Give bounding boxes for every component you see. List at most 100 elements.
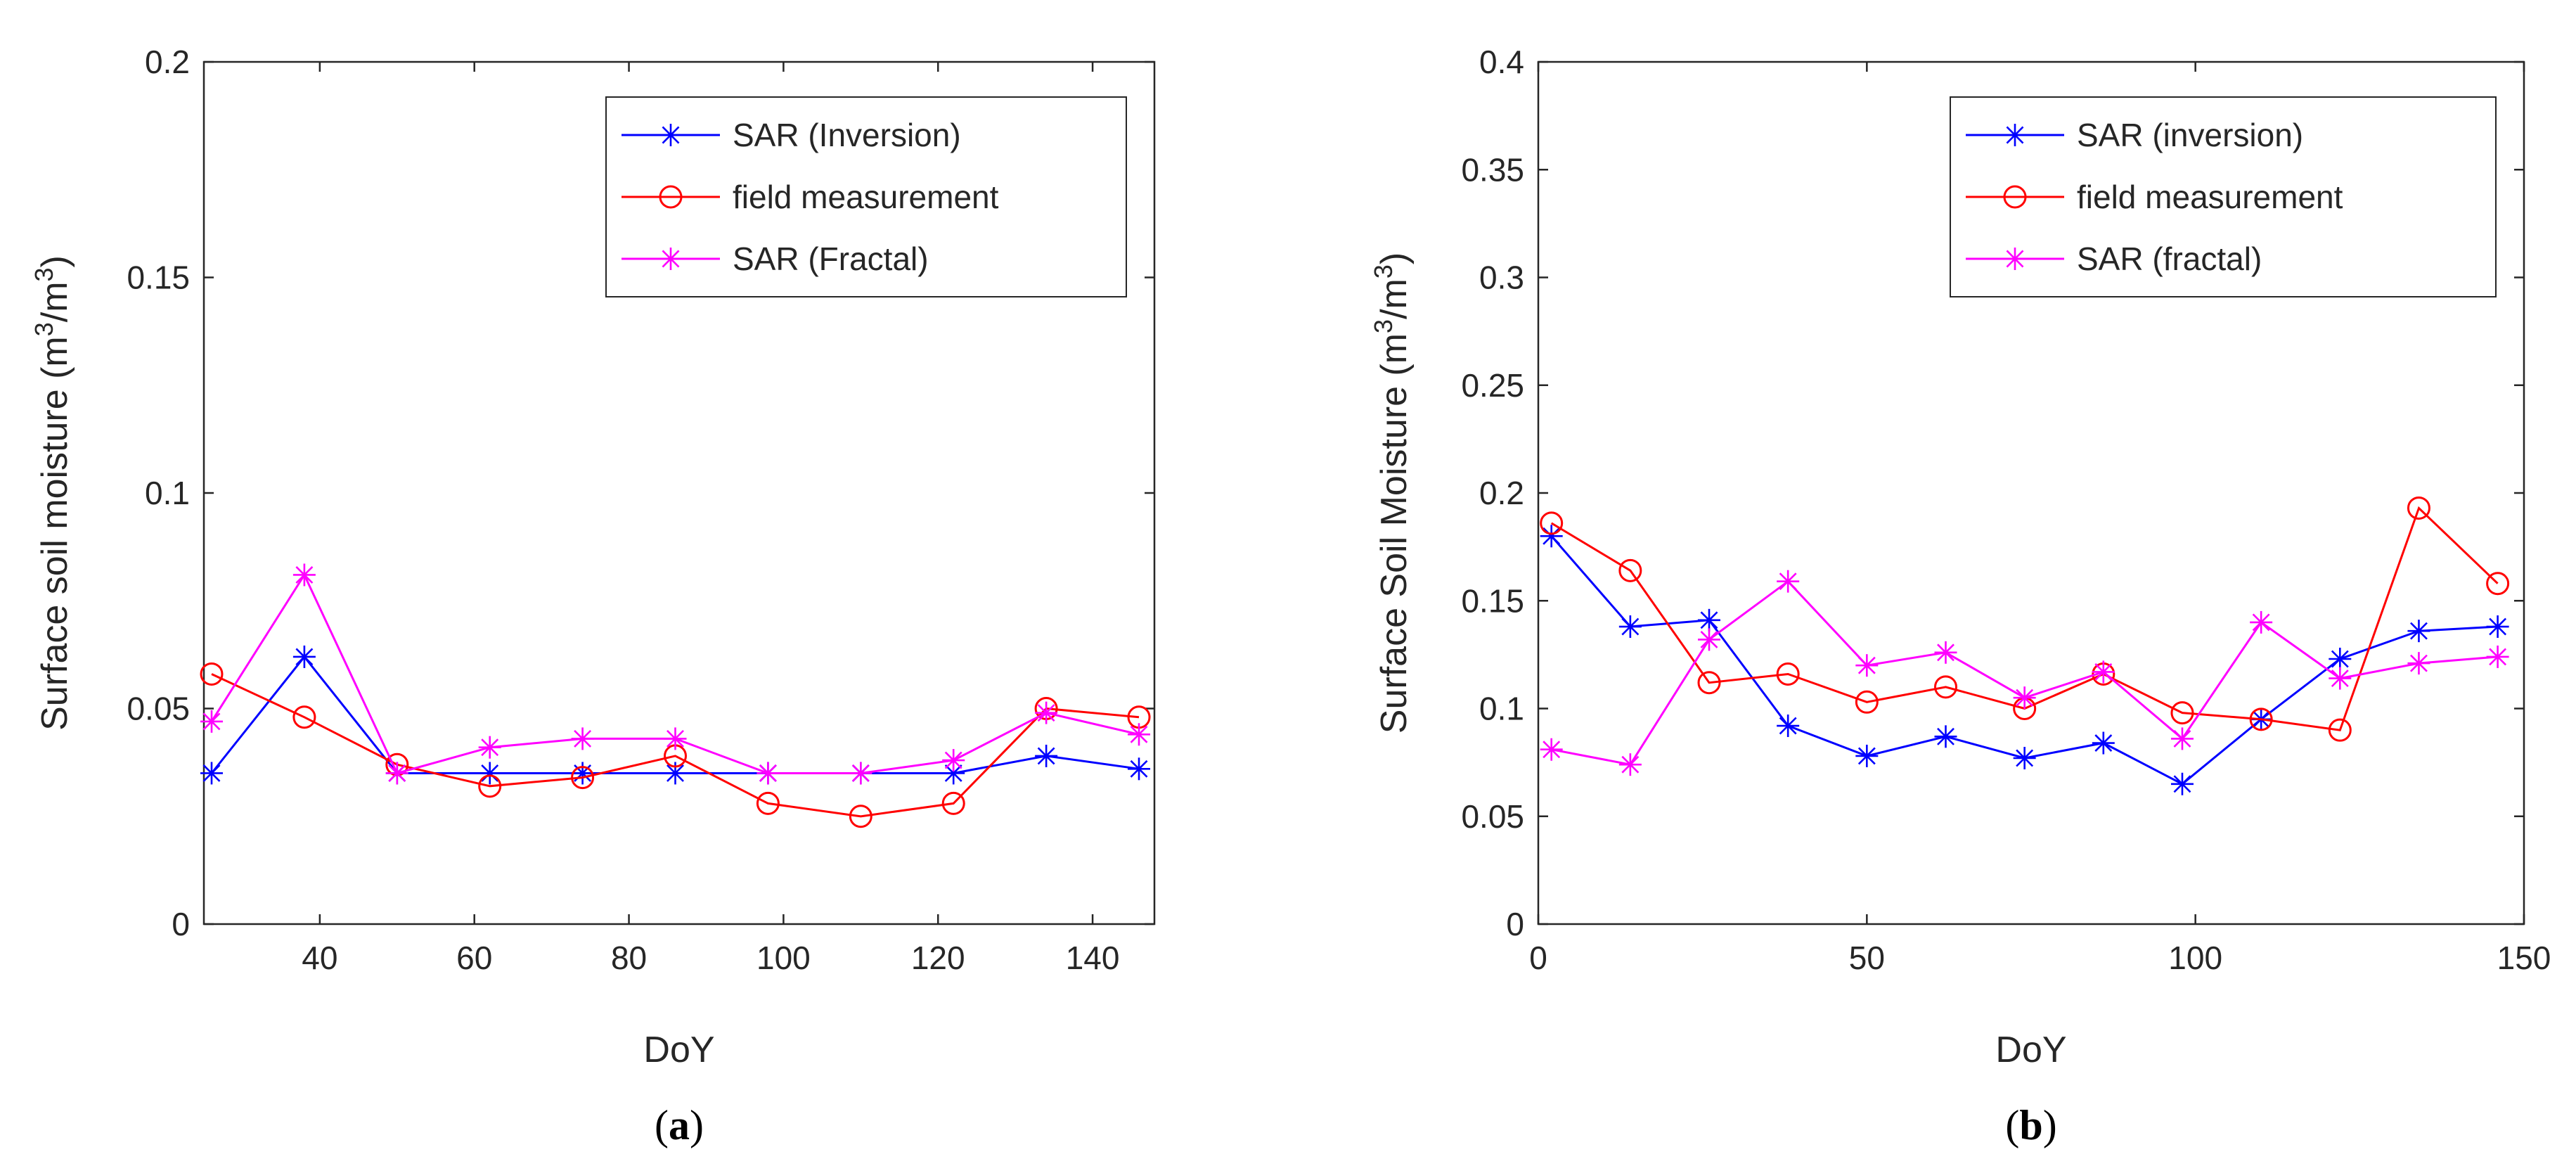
data-point <box>1128 757 1151 781</box>
data-point <box>756 791 780 815</box>
chart-b-series <box>1540 496 2510 795</box>
data-point <box>664 727 687 750</box>
x-tick-label: 0 <box>1529 940 1547 976</box>
legend-label: field measurement <box>2077 179 2343 215</box>
data-point <box>2486 645 2509 668</box>
chart-b-y-ticks: 0 0.05 0.1 0.15 0.2 0.25 0.3 0.35 0.4 <box>1461 44 2524 942</box>
y-tick-label: 0.1 <box>145 475 190 511</box>
chart-a-series-3 <box>200 563 1151 785</box>
y-tick-label: 0.4 <box>1479 44 1524 80</box>
data-point <box>2170 727 2194 750</box>
chart-b-legend: SAR (inversion) field measurement SAR (fra… <box>1950 96 2497 297</box>
data-point <box>1934 641 1957 664</box>
chart-b-x-axis-label: DoY <box>1995 1030 2066 1070</box>
chart-a-legend-entries: SAR (Inversion) field measurement SAR (Fra… <box>622 117 999 277</box>
data-point <box>664 762 687 785</box>
data-point <box>292 563 316 587</box>
x-tick-label: 140 <box>1066 940 1120 976</box>
data-point <box>292 705 316 729</box>
y-tick-label: 0 <box>1506 906 1524 942</box>
data-point <box>292 645 316 668</box>
data-point <box>1618 753 1642 776</box>
data-point <box>1697 671 1721 695</box>
legend-entry: SAR (inversion) <box>1966 117 2303 153</box>
data-point <box>1128 723 1151 746</box>
chart-b-panel-label: (b) <box>2005 1102 2056 1148</box>
y-tick-label: 0.25 <box>1461 367 1524 404</box>
chart-b: 0 50 100 150 00.050.10.150.20.250.30.350.4 … <box>1369 44 2551 1148</box>
legend-entry: field measurement <box>622 179 999 215</box>
x-tick-label: 50 <box>1849 940 1885 976</box>
data-point <box>478 774 502 798</box>
legend-label: SAR (inversion) <box>2077 117 2303 153</box>
chart-a-y-ticks: 0 0.05 0.1 0.15 0.2 <box>127 44 1154 942</box>
legend-entry: field measurement <box>1966 179 2343 215</box>
data-point <box>571 727 594 750</box>
data-point <box>1035 744 1058 767</box>
data-point <box>2250 610 2273 634</box>
data-point <box>2170 701 2194 725</box>
chart-b-y-axis-label: Surface Soil Moisture (m3/m3) <box>1369 252 1415 733</box>
data-point <box>478 736 501 759</box>
data-point <box>1777 715 1800 738</box>
data-point <box>571 766 595 790</box>
data-point <box>1540 525 1563 548</box>
data-point <box>2092 660 2115 684</box>
data-point <box>2092 731 2115 755</box>
data-point <box>200 710 223 733</box>
data-point <box>2486 572 2510 596</box>
data-point <box>2407 496 2430 520</box>
data-point <box>571 762 594 785</box>
data-point <box>1540 738 1563 761</box>
data-point <box>478 762 501 785</box>
legend-marker <box>659 124 682 146</box>
legend-label: field measurement <box>733 179 999 215</box>
data-point <box>2013 686 2036 710</box>
legend-marker <box>659 185 683 209</box>
legend-label: SAR (Fractal) <box>733 241 929 277</box>
data-point <box>1540 511 1564 535</box>
y-tick-label: 0.05 <box>1461 798 1524 835</box>
data-point <box>1855 744 1879 767</box>
data-point <box>1934 725 1957 748</box>
chart-b-series-1 <box>1540 525 2509 795</box>
chart-b-series-3 <box>1540 570 2509 776</box>
x-tick-label: 80 <box>611 940 647 976</box>
x-tick-label: 150 <box>2497 940 2551 976</box>
series-line <box>211 673 1140 818</box>
chart-a-series-2 <box>200 662 1151 828</box>
data-point <box>2328 718 2352 742</box>
chart-b-legend-entries: SAR (inversion) field measurement SAR (fra… <box>1966 117 2343 277</box>
data-point <box>756 762 780 785</box>
data-point <box>2329 648 2352 671</box>
data-point <box>2170 772 2194 795</box>
data-point <box>1777 570 1800 593</box>
y-tick-label: 0.15 <box>1461 582 1524 619</box>
data-point <box>1855 654 1879 677</box>
x-tick-label: 100 <box>756 940 811 976</box>
legend-marker <box>2003 185 2027 209</box>
data-point <box>1035 701 1058 724</box>
data-point <box>1933 675 1957 699</box>
chart-a-y-axis-label: Surface soil moisture (m3/m3) <box>30 255 75 731</box>
data-point <box>1698 608 1721 632</box>
legend-entry: SAR (fractal) <box>1966 241 2262 277</box>
x-tick-label: 40 <box>302 940 337 976</box>
data-point <box>2249 707 2273 731</box>
legend-label: SAR (fractal) <box>2077 241 2262 277</box>
chart-a: 40 60 80 100 120 140 0 0.05 0.1 0.15 0.2 DoY Surf… <box>30 44 1156 1148</box>
y-tick-label: 0.3 <box>1479 260 1524 296</box>
data-point <box>849 805 872 828</box>
legend-entry: SAR (Inversion) <box>622 117 961 153</box>
data-point <box>2486 615 2509 639</box>
data-point <box>1618 615 1642 639</box>
data-point <box>2013 746 2036 769</box>
legend-marker <box>2004 124 2026 146</box>
data-point <box>2407 652 2430 675</box>
data-point <box>941 791 965 815</box>
legend-marker <box>659 248 682 270</box>
data-point <box>2329 667 2352 690</box>
chart-a-x-axis-label: DoY <box>643 1030 714 1070</box>
y-tick-label: 0.2 <box>1479 475 1524 511</box>
